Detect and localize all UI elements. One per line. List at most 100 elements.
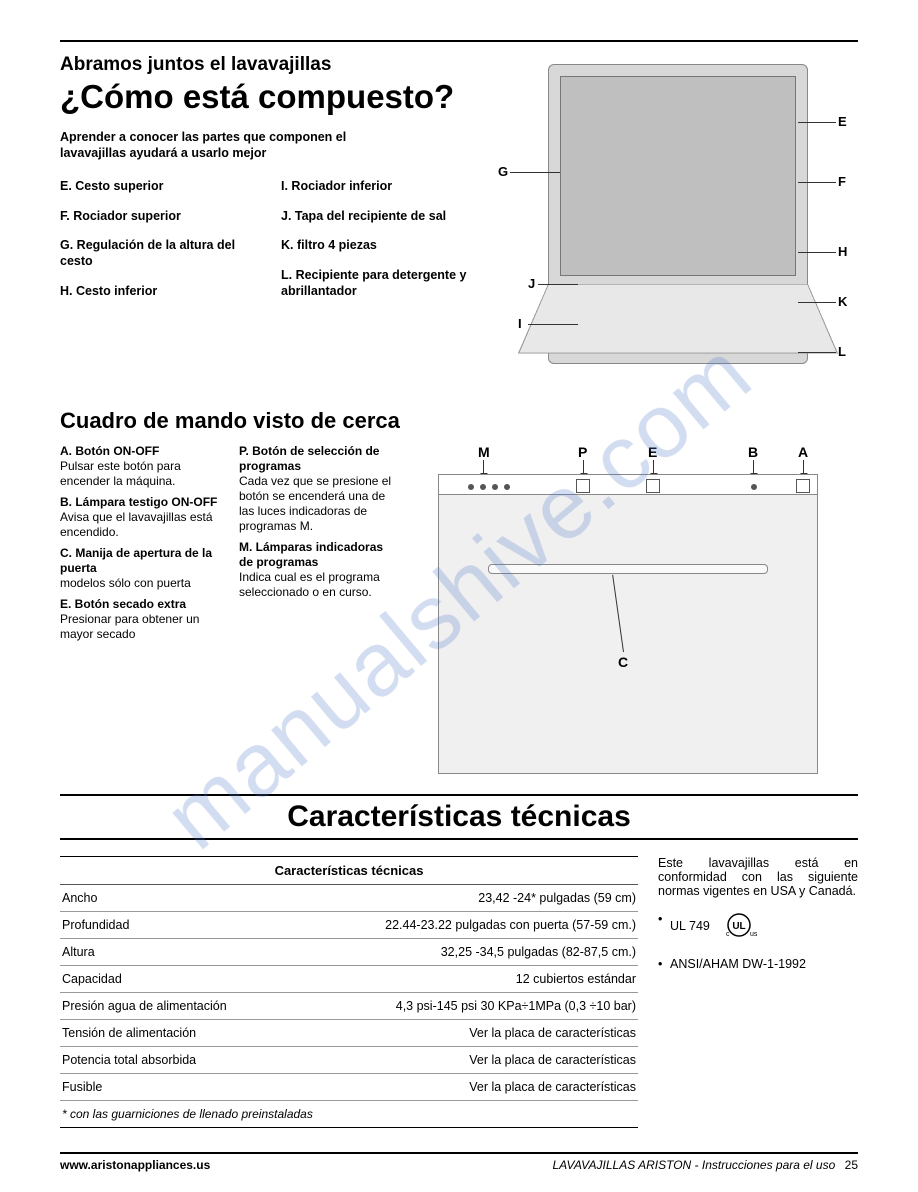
- leader-line: [528, 324, 578, 325]
- section-parts-text: Abramos juntos el lavavajillas ¿Cómo est…: [60, 54, 478, 384]
- panel-button: [576, 479, 590, 493]
- control-panel-diagram: M P E B A C: [418, 444, 858, 784]
- compliance-block: Este lavavajillas está en conformidad co…: [658, 856, 858, 1128]
- compliance-text: UL 749: [670, 919, 710, 933]
- dishwasher-interior: [560, 76, 796, 276]
- label-l: L: [838, 344, 846, 359]
- spec-row: Presión agua de alimentación 4,3 psi-145 …: [60, 993, 638, 1020]
- control-desc: Cada vez que se presione el botón se enc…: [239, 474, 391, 533]
- parts-columns: E. Cesto superior F. Rociador superior G…: [60, 179, 478, 313]
- spec-row: Potencia total absorbidaVer la placa de …: [60, 1047, 638, 1074]
- part-item: K. filtro 4 piezas: [281, 238, 478, 254]
- panel-label-p: P: [578, 444, 587, 460]
- control-label: P. Botón de selección de programas: [239, 444, 379, 473]
- spec-val: 12 cubiertos estándar: [516, 972, 636, 986]
- control-item: E. Botón secado extraPresionar para obte…: [60, 597, 221, 642]
- panel-label-a: A: [798, 444, 808, 460]
- control-item: M. Lámparas indicadoras de programasIndi…: [239, 540, 400, 600]
- footer-doc-title: LAVAVAJILLAS ARISTON - Instrucciones par…: [552, 1158, 858, 1172]
- spec-row: Ancho 23,42 -24* pulgadas (59 cm): [60, 885, 638, 912]
- label-h: H: [838, 244, 847, 259]
- leader-line: [798, 302, 836, 303]
- panel-front: [438, 494, 818, 774]
- compliance-item: ANSI/AHAM DW-1-1992: [658, 957, 858, 971]
- specs-table: Características técnicas Ancho23,42 -24*…: [60, 856, 638, 1128]
- label-k: K: [838, 294, 847, 309]
- footer-url: www.aristonappliances.us: [60, 1158, 210, 1172]
- control-desc: Presionar para obtener un mayor secado: [60, 612, 199, 641]
- control-label: A. Botón ON-OFF: [60, 444, 159, 458]
- spec-key: Potencia total absorbida: [62, 1053, 196, 1067]
- part-item: G. Regulación de la altura del cesto: [60, 238, 257, 269]
- spec-key: Fusible: [62, 1080, 102, 1094]
- page-number: 25: [845, 1158, 858, 1172]
- compliance-text: ANSI/AHAM DW-1-1992: [670, 957, 806, 971]
- leader-line: [538, 284, 578, 285]
- indicator-led: [751, 484, 757, 490]
- indicator-led: [480, 484, 486, 490]
- label-i: I: [518, 316, 522, 331]
- panel-label-m: M: [478, 444, 490, 460]
- label-f: F: [838, 174, 846, 189]
- specs-title: Características técnicas: [60, 800, 858, 834]
- part-item: E. Cesto superior: [60, 179, 257, 195]
- svg-text:us: us: [750, 931, 758, 938]
- main-title: ¿Cómo está compuesto?: [60, 80, 478, 115]
- leader-line: [510, 172, 560, 173]
- spec-footnote: * con las guarniciones de llenado preins…: [60, 1101, 638, 1128]
- leader-line: [798, 182, 836, 183]
- spec-row: Profundidad 22.44-23.22 pulgadas con puer…: [60, 912, 638, 939]
- control-item: P. Botón de selección de programasCada v…: [239, 444, 400, 534]
- spec-row: Altura 32,25 -34,5 pulgadas (82-87,5 cm.): [60, 939, 638, 966]
- control-item: C. Manija de apertura de la puertamodelo…: [60, 546, 221, 591]
- spec-val: 23,42 -24* pulgadas (59 cm): [478, 891, 636, 905]
- parts-col-left: E. Cesto superior F. Rociador superior G…: [60, 179, 257, 313]
- spec-key: Presión agua de alimentación: [62, 999, 227, 1013]
- indicator-led: [492, 484, 498, 490]
- section-control-panel: Cuadro de mando visto de cerca A. Botón …: [60, 408, 858, 784]
- part-item: I. Rociador inferior: [281, 179, 478, 195]
- svg-text:c: c: [726, 931, 730, 938]
- door-handle: [488, 564, 768, 574]
- section-specs: Características técnicas Características…: [60, 794, 858, 1128]
- section-parts: Abramos juntos el lavavajillas ¿Cómo est…: [60, 54, 858, 384]
- control-label: C. Manija de apertura de la puerta: [60, 546, 212, 575]
- spec-val: Ver la placa de características: [469, 1026, 636, 1040]
- control-item: A. Botón ON-OFFPulsar este botón para en…: [60, 444, 221, 489]
- spec-row: Capacidad 12 cubiertos estándar: [60, 966, 638, 993]
- parts-col-right: I. Rociador inferior J. Tapa del recipie…: [281, 179, 478, 313]
- spec-key: Profundidad: [62, 918, 129, 932]
- panel-label-c: C: [618, 654, 628, 670]
- part-item: H. Cesto inferior: [60, 284, 257, 300]
- footer-italic: LAVAVAJILLAS ARISTON - Instrucciones par…: [552, 1158, 835, 1172]
- part-item: J. Tapa del recipiente de sal: [281, 209, 478, 225]
- control-col-1: A. Botón ON-OFFPulsar este botón para en…: [60, 444, 221, 784]
- svg-text:UL: UL: [733, 921, 746, 932]
- spec-key: Ancho: [62, 891, 97, 905]
- page-footer: www.aristonappliances.us LAVAVAJILLAS AR…: [60, 1152, 858, 1172]
- compliance-intro: Este lavavajillas está en conformidad co…: [658, 856, 858, 898]
- spec-val: 4,3 psi-145 psi 30 KPa÷1MPa (0,3 ÷10 bar…: [396, 999, 636, 1013]
- section2-title: Cuadro de mando visto de cerca: [60, 408, 858, 434]
- control-desc: modelos sólo con puerta: [60, 576, 191, 590]
- part-item: L. Recipiente para detergente y abrillan…: [281, 268, 478, 299]
- label-e: E: [838, 114, 847, 129]
- panel-button: [796, 479, 810, 493]
- dishwasher-door: [518, 284, 838, 354]
- panel-label-e: E: [648, 444, 657, 460]
- control-descriptions: A. Botón ON-OFFPulsar este botón para en…: [60, 444, 400, 784]
- intro-text: Aprender a conocer las partes que compon…: [60, 129, 390, 162]
- indicator-led: [468, 484, 474, 490]
- panel-label-b: B: [748, 444, 758, 460]
- control-desc: Avisa que el lavavajillas está encendido…: [60, 510, 213, 539]
- control-col-2: P. Botón de selección de programasCada v…: [239, 444, 400, 784]
- spec-key: Altura: [62, 945, 95, 959]
- ul-logo-icon: UL c us: [719, 912, 759, 941]
- dishwasher-diagram: G J I E F H K L: [498, 54, 858, 384]
- control-label: M. Lámparas indicadoras de programas: [239, 540, 383, 569]
- spec-val: 22.44-23.22 pulgadas con puerta (57-59 c…: [385, 918, 636, 932]
- spec-val: 32,25 -34,5 pulgadas (82-87,5 cm.): [441, 945, 636, 959]
- spec-key: Capacidad: [62, 972, 122, 986]
- control-label: E. Botón secado extra: [60, 597, 186, 611]
- spec-row: FusibleVer la placa de características: [60, 1074, 638, 1101]
